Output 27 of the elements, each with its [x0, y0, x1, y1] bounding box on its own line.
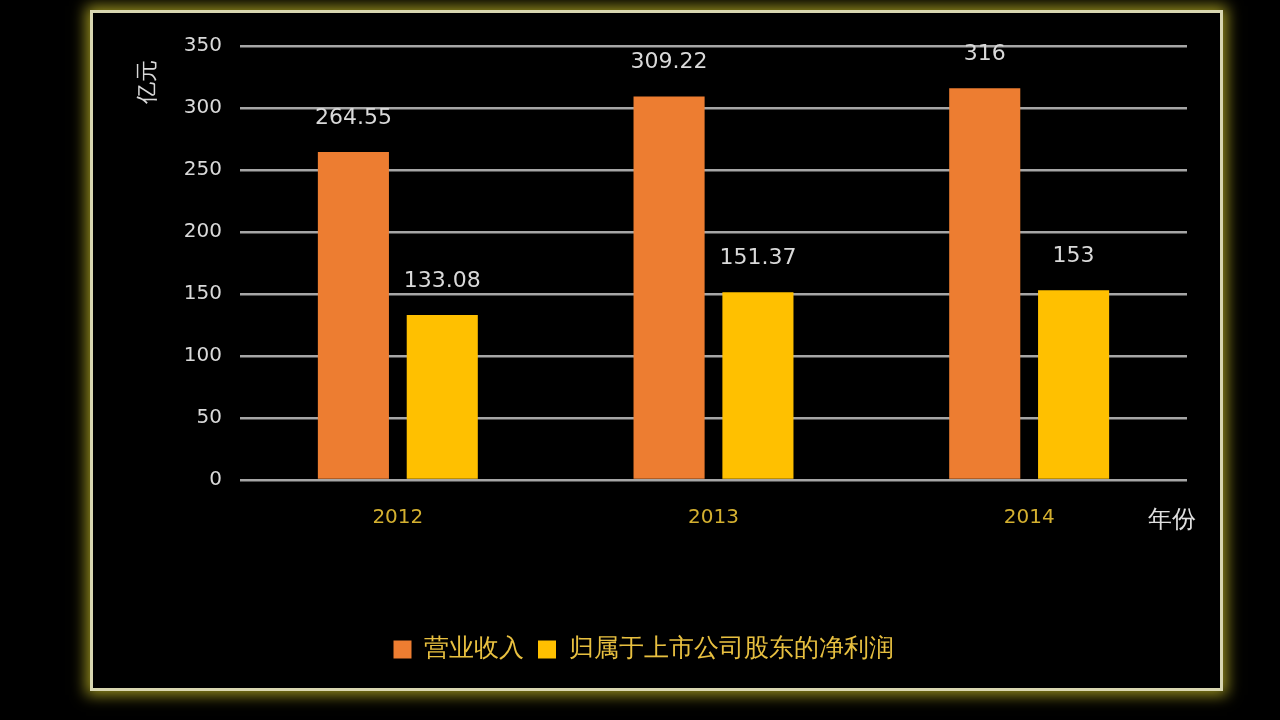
bar — [722, 292, 794, 479]
y-tick-label: 300 — [183, 94, 222, 119]
bar — [949, 88, 1021, 479]
bar — [317, 151, 389, 479]
y-tick-label: 350 — [183, 32, 222, 57]
y-tick-label: 150 — [183, 280, 222, 305]
data-label: 133.08 — [403, 266, 481, 292]
data-label: 316 — [963, 39, 1006, 65]
y-tick-label: 0 — [209, 466, 222, 491]
data-label: 153 — [1052, 242, 1095, 267]
y-tick-label: 200 — [183, 218, 222, 243]
bar — [633, 96, 705, 479]
bar — [1038, 290, 1110, 479]
x-tick-label: 2013 — [688, 504, 739, 529]
legend-label: 归属于上市公司股东的净利润 — [568, 633, 894, 662]
data-label: 309.22 — [630, 48, 708, 74]
data-label: 151.37 — [719, 244, 797, 270]
x-tick-label: 2012 — [372, 504, 424, 529]
bar — [406, 314, 478, 479]
y-tick-label: 250 — [183, 156, 222, 181]
legend-label: 营业收入 — [424, 633, 524, 662]
y-tick-label: 50 — [196, 404, 222, 429]
data-label: 264.55 — [314, 103, 392, 129]
y-axis-title: 亿元 — [133, 60, 159, 105]
x-tick-label: 2014 — [1003, 504, 1055, 529]
x-axis-title: 年份 — [1148, 505, 1196, 534]
y-tick-label: 100 — [183, 342, 222, 367]
